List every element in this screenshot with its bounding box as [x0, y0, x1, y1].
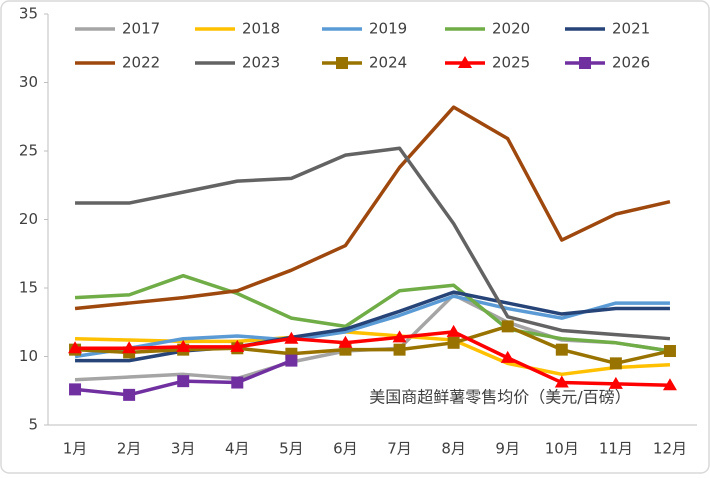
marker — [609, 357, 622, 370]
marker — [69, 383, 82, 396]
legend-marker — [458, 56, 472, 68]
series-line — [74, 294, 670, 359]
marker — [338, 335, 353, 348]
marker — [393, 343, 406, 356]
x-tick-label: 1月 — [63, 440, 88, 458]
x-tick-label: 7月 — [387, 440, 412, 458]
x-tick-label: 4月 — [225, 440, 250, 458]
x-tick-label: 11月 — [599, 440, 633, 458]
x-tick-label: 9月 — [495, 440, 520, 458]
marker — [68, 341, 83, 354]
y-tick-label: 15 — [19, 279, 38, 297]
marker — [608, 376, 623, 389]
marker — [176, 339, 191, 352]
marker — [122, 341, 137, 354]
marker — [555, 343, 568, 356]
marker — [123, 388, 136, 401]
y-tick-label: 20 — [19, 210, 38, 228]
x-tick-label: 2月 — [117, 440, 142, 458]
series-line — [74, 324, 671, 366]
legend-label: 2021 — [612, 20, 650, 38]
legend-label: 2023 — [242, 54, 280, 72]
legend-label: 2022 — [122, 54, 160, 72]
marker — [231, 376, 244, 389]
marker — [392, 330, 407, 343]
x-tick-label: 12月 — [653, 440, 687, 458]
legend-label: 2025 — [492, 54, 530, 72]
marker — [446, 324, 461, 337]
y-tick-label: 30 — [19, 73, 38, 91]
x-tick-label: 10月 — [545, 440, 579, 458]
y-tick-label: 25 — [19, 142, 38, 160]
series-line — [75, 330, 671, 388]
annotation: 美国商超鲜薯零售均价（美元/百磅） — [369, 388, 630, 407]
legend-label: 2017 — [122, 20, 160, 38]
legend-marker — [336, 57, 348, 69]
marker — [501, 320, 514, 333]
marker — [447, 336, 460, 349]
y-tick-label: 10 — [19, 347, 38, 365]
marker — [662, 378, 677, 391]
legend-label: 2020 — [492, 20, 530, 38]
series-line — [75, 146, 671, 341]
legend-label: 2024 — [369, 54, 407, 72]
marker — [554, 375, 569, 388]
legend-marker — [579, 57, 591, 69]
marker — [663, 345, 676, 358]
marker — [285, 354, 298, 367]
series-line — [75, 290, 670, 363]
legend-label: 2019 — [369, 20, 407, 38]
series-line — [74, 273, 671, 353]
legend-label: 2026 — [612, 54, 650, 72]
marker — [177, 375, 190, 388]
x-tick-label: 8月 — [441, 440, 466, 458]
series-line — [74, 105, 671, 311]
x-tick-label: 5月 — [279, 440, 304, 458]
marker — [284, 331, 299, 344]
x-tick-label: 6月 — [333, 440, 358, 458]
marker — [500, 350, 515, 363]
legend-label: 2018 — [242, 20, 280, 38]
marker — [230, 339, 245, 352]
x-tick-label: 3月 — [171, 440, 196, 458]
y-tick-label: 35 — [19, 5, 38, 23]
y-tick-label: 5 — [28, 416, 38, 434]
